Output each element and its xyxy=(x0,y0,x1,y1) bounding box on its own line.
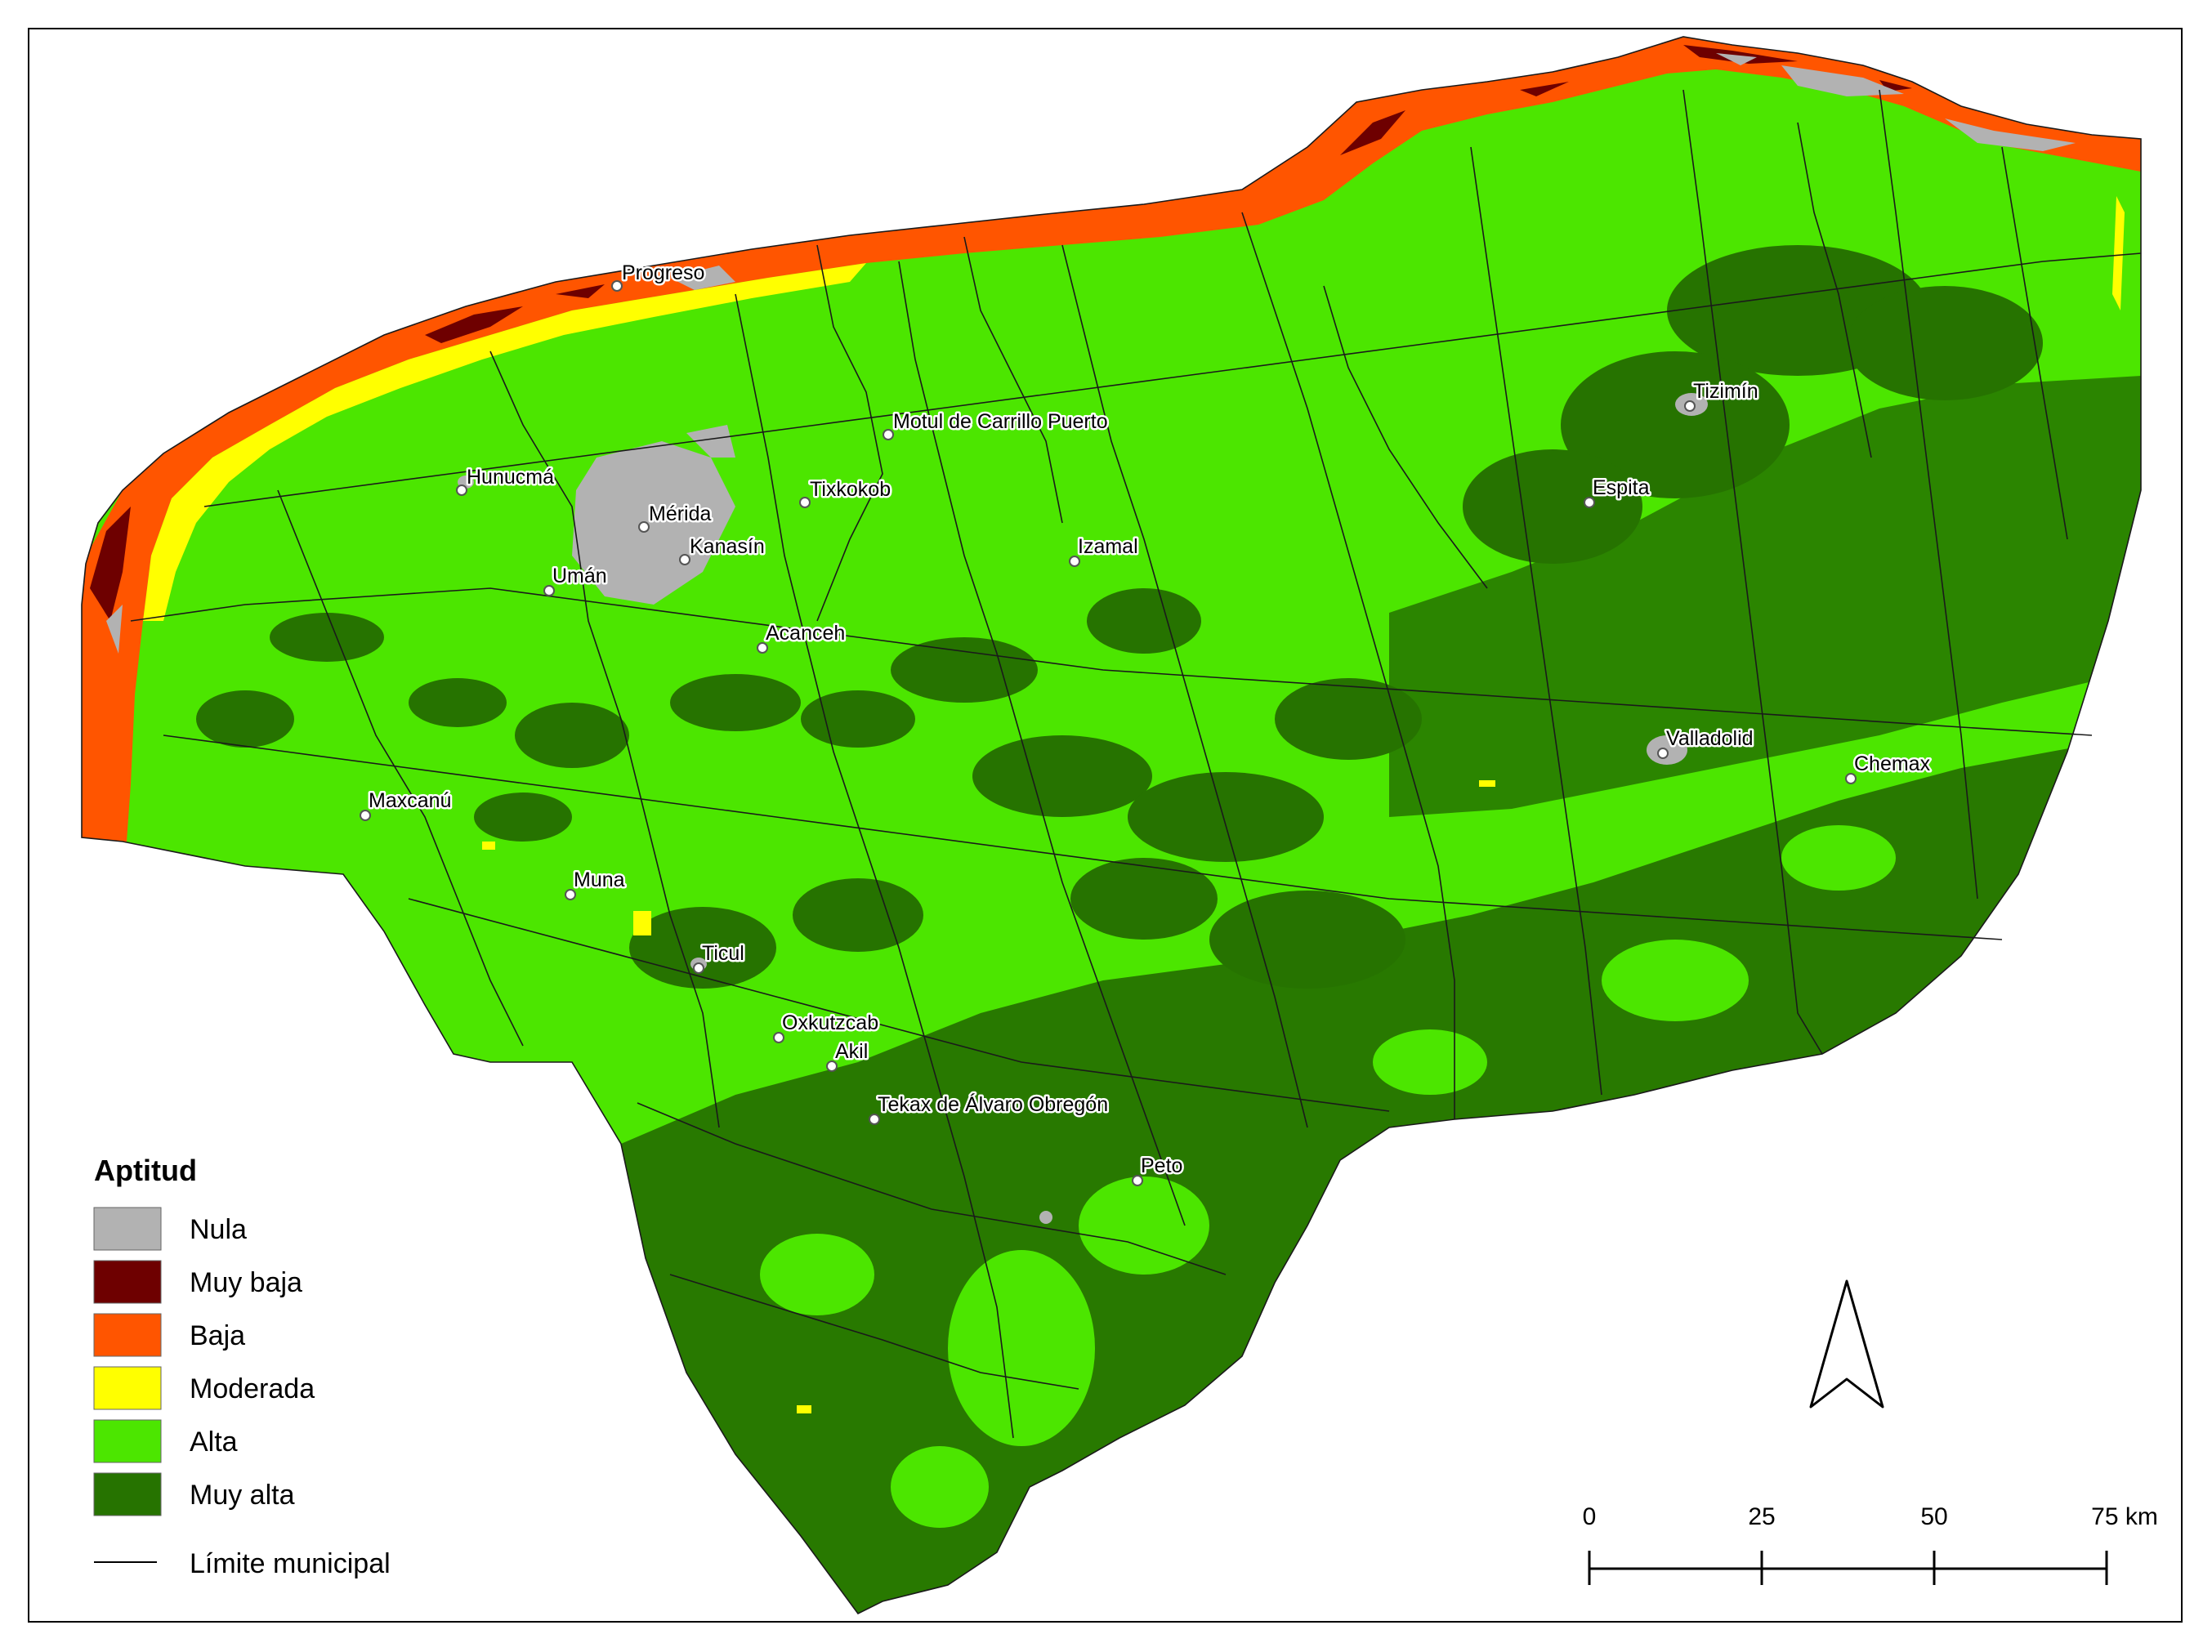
legend-label: Muy alta xyxy=(190,1480,295,1511)
place-label: Ticul xyxy=(702,942,744,965)
legend-label: Moderada xyxy=(190,1373,315,1404)
scale-label: 50 xyxy=(1920,1503,1947,1530)
place-marker xyxy=(1684,400,1696,412)
place-marker xyxy=(1132,1175,1143,1186)
place-marker xyxy=(883,429,894,440)
place-labels: Progreso Hunucmá Mérida Umán Kanasín Tixkokob… xyxy=(360,260,1933,1186)
scale-label: 0 xyxy=(1583,1503,1597,1530)
place-marker xyxy=(1845,773,1857,784)
legend-label: Muy baja xyxy=(190,1267,302,1298)
place-marker xyxy=(565,889,576,900)
legend-swatch xyxy=(93,1260,162,1304)
place-label: Acanceh xyxy=(766,622,845,645)
place-marker xyxy=(773,1032,784,1043)
place-label: Motul de Carrillo Puerto xyxy=(893,410,1108,433)
place-label: Chemax xyxy=(1854,752,1931,775)
map-frame xyxy=(28,28,2183,1623)
place-label: Kanasín xyxy=(690,535,765,558)
legend-swatch xyxy=(93,1313,162,1357)
place-label: Peto xyxy=(1141,1154,1182,1177)
place-label: Tixkokob xyxy=(810,478,891,501)
place-marker xyxy=(638,521,650,533)
legend-swatch xyxy=(93,1207,162,1251)
place-marker xyxy=(693,962,704,974)
place-label: Umán xyxy=(552,565,607,587)
place-marker xyxy=(543,585,555,596)
place-marker xyxy=(757,642,768,654)
legend: Aptitud Nula Muy baja Baja Moderada Alta Muy … xyxy=(93,1154,391,1579)
legend-swatch xyxy=(93,1366,162,1410)
place-label: Izamal xyxy=(1078,535,1138,558)
place-label: Valladolid xyxy=(1666,727,1754,750)
legend-title: Aptitud xyxy=(94,1154,197,1187)
legend-label: Baja xyxy=(190,1320,245,1351)
place-label: Espita xyxy=(1593,476,1650,499)
zone-moderada xyxy=(143,196,2125,1413)
north-arrow-icon xyxy=(1809,1279,1884,1409)
municipal-boundaries xyxy=(81,36,2142,1614)
place-label: Akil xyxy=(835,1040,868,1063)
zone-nula xyxy=(106,53,2076,1224)
place-marker xyxy=(1657,748,1669,759)
suitability-zones xyxy=(82,37,2141,1614)
place-marker xyxy=(869,1114,880,1125)
legend-boundary-label: Límite municipal xyxy=(190,1548,391,1579)
place-marker xyxy=(456,484,467,496)
place-label: Muna xyxy=(574,868,625,891)
legend-label: Nula xyxy=(190,1214,247,1245)
place-label: Progreso xyxy=(622,261,704,284)
zone-baja xyxy=(82,37,2141,842)
legend-swatch xyxy=(93,1419,162,1463)
scale-bar: 0 25 50 75 km xyxy=(1583,1503,2158,1585)
place-label: Hunucmá xyxy=(467,466,554,489)
place-marker xyxy=(679,554,690,565)
place-marker xyxy=(360,810,371,821)
place-marker xyxy=(611,280,623,292)
place-label: Oxkutzcab xyxy=(782,1011,878,1034)
legend-label: Alta xyxy=(190,1427,238,1458)
place-label: Tizimín xyxy=(1693,380,1758,403)
scale-label: 75 km xyxy=(2091,1503,2158,1530)
scale-label: 25 xyxy=(1748,1503,1775,1530)
place-marker xyxy=(1584,497,1595,508)
place-label: Tekax de Álvaro Obregón xyxy=(878,1092,1108,1116)
place-marker xyxy=(799,497,811,508)
place-marker xyxy=(1069,556,1080,567)
place-marker xyxy=(826,1060,838,1072)
legend-swatch xyxy=(93,1472,162,1516)
place-label: Mérida xyxy=(649,502,712,525)
place-label: Maxcanú xyxy=(369,789,451,812)
